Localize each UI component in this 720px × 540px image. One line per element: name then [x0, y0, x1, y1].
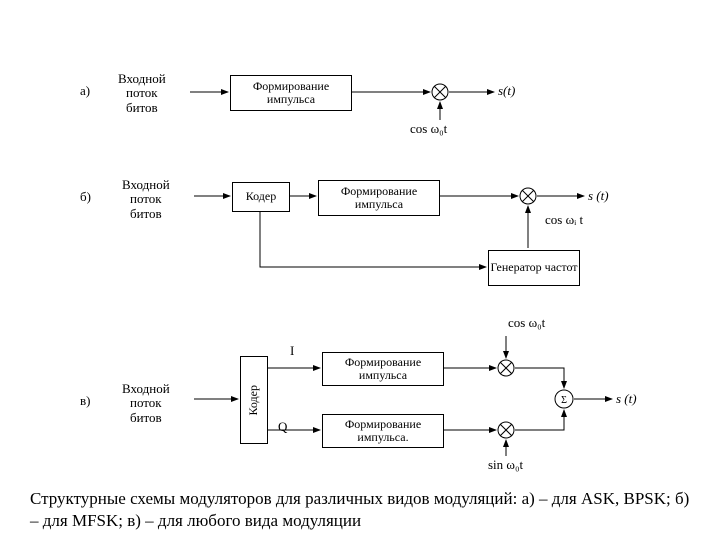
gen-box: Генератор частот: [488, 250, 580, 286]
Q-label: Q: [278, 420, 287, 434]
pulseI-label: Формирование импульса: [323, 356, 443, 382]
pulse-label-a: Формирование импульса: [231, 80, 351, 106]
cos-b: cos ωᵢ t: [545, 213, 583, 227]
pulse-box-b: Формирование импульса: [318, 180, 440, 216]
svg-text:Σ: Σ: [561, 395, 567, 406]
label-v: в): [80, 394, 90, 408]
label-a: а): [80, 84, 90, 98]
coder-box-b: Кодер: [232, 182, 290, 212]
I-label: I: [290, 344, 294, 358]
sum-icon: Σ: [555, 390, 573, 408]
st-b: s (t): [588, 189, 609, 203]
coder-label-b: Кодер: [246, 190, 277, 203]
pulse-label-b: Формирование импульса: [319, 185, 439, 211]
gen-label: Генератор частот: [490, 261, 577, 274]
pulseI-box: Формирование импульса: [322, 352, 444, 386]
multiplier-icon: [520, 188, 536, 204]
cos-a: cos ω₀t: [410, 122, 447, 136]
caption: Структурные схемы модуляторов для различ…: [30, 488, 690, 532]
coder-box-v: Кодер: [240, 356, 268, 444]
multiplier-icon: [498, 422, 514, 438]
input-text-v: Входной поток битов: [122, 382, 170, 425]
connectors: Σ: [0, 0, 720, 540]
multiplier-icon: [498, 360, 514, 376]
pulseQ-box: Формирование импульса.: [322, 414, 444, 448]
label-b: б): [80, 190, 91, 204]
coder-label-v: Кодер: [247, 385, 260, 416]
pulse-box-a: Формирование импульса: [230, 75, 352, 111]
input-text-a: Входной поток битов: [118, 72, 166, 115]
sin-v: sin ω₀t: [488, 458, 523, 472]
input-text-b: Входной поток битов: [122, 178, 170, 221]
multiplier-icon: [432, 84, 448, 100]
pulseQ-label: Формирование импульса.: [323, 418, 443, 444]
diagram-canvas: а) Входной поток битов Формирование импу…: [0, 0, 720, 540]
st-a: s(t): [498, 84, 515, 98]
st-v: s (t): [616, 392, 637, 406]
cos-v: cos ω₀t: [508, 316, 545, 330]
